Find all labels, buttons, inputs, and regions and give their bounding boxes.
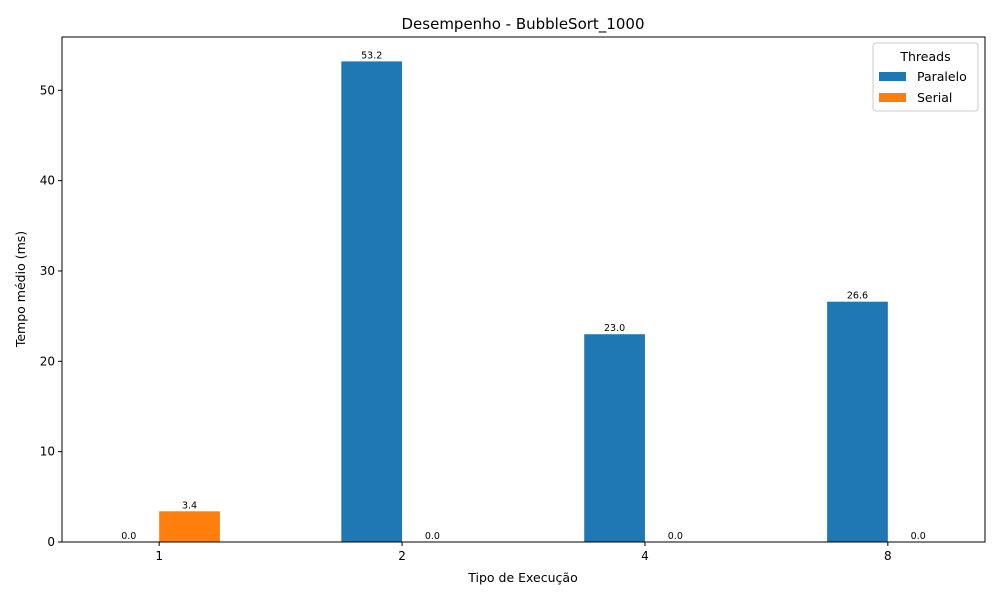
x-tick-label-8: 8 [884,549,892,563]
legend-label-serial: Serial [917,90,952,105]
plot-frame [61,36,986,543]
bar-paralelo-2 [341,61,403,542]
y-tick-label-20: 20 [40,354,55,368]
chart-title: Desempenho - BubbleSort_1000 [402,15,645,34]
data-label-serial-4: 0.0 [668,531,683,542]
legend: Threads Paralelo Serial [872,42,979,112]
x-tick-label-4: 4 [641,549,649,563]
bars-group [159,61,888,542]
x-axis-label: Tipo de Execução [467,570,577,585]
data-label-paralelo-8: 26.6 [847,291,868,302]
data-label-serial-2: 0.0 [425,531,440,542]
y-tick-label-40: 40 [40,174,55,188]
legend-swatch-serial [879,93,906,102]
axes-group: 0 10 20 30 40 50 1 2 4 8 [40,36,986,563]
bar-paralelo-4 [584,334,645,542]
bar-paralelo-8 [827,301,888,542]
x-tick-label-1: 1 [155,549,163,563]
bar-serial-1 [159,511,220,542]
y-tick-label-30: 30 [40,264,55,278]
y-axis-label: Tempo médio (ms) [13,231,28,348]
y-tick-label-50: 50 [40,83,55,97]
legend-swatch-paralelo [879,72,906,81]
data-labels-group: 0.0 53.2 23.0 26.6 3.4 0.0 0.0 0.0 [121,50,926,542]
data-label-serial-8: 0.0 [911,531,926,542]
y-tick-label-0: 0 [47,535,55,549]
data-label-paralelo-1: 0.0 [121,531,136,542]
data-label-paralelo-2: 53.2 [361,50,382,61]
data-label-paralelo-4: 23.0 [604,323,625,334]
x-tick-label-2: 2 [398,549,406,563]
data-label-serial-1: 3.4 [182,500,197,511]
legend-title: Threads [899,49,950,64]
legend-label-paralelo: Paralelo [917,69,967,84]
y-tick-label-10: 10 [40,445,55,459]
